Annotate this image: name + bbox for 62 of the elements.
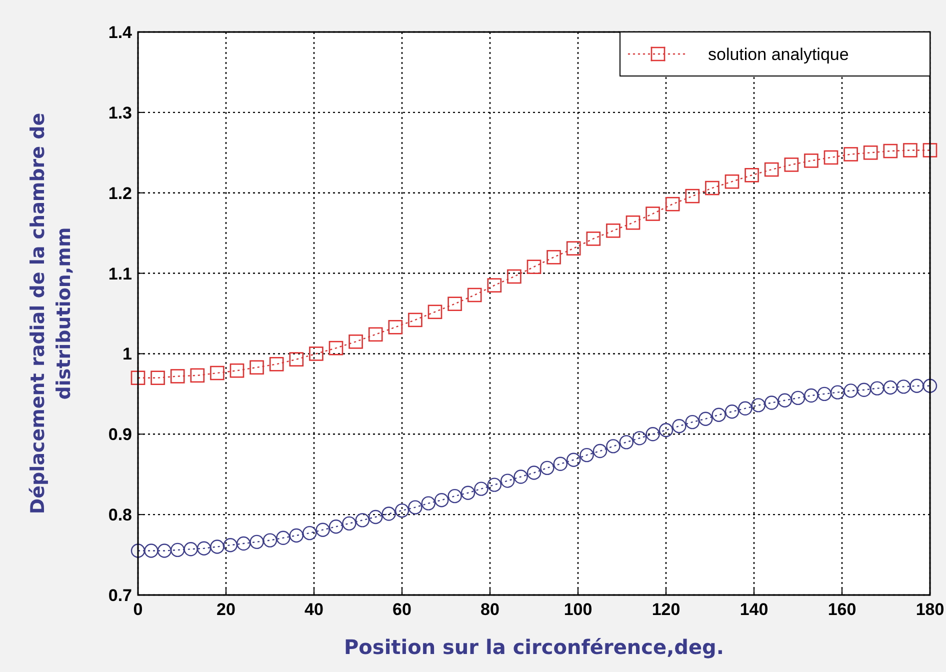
point	[744, 168, 759, 182]
point	[250, 360, 264, 375]
point	[626, 215, 640, 230]
point	[606, 224, 620, 238]
x-tick-label: 160	[828, 600, 856, 619]
x-axis-title: Position sur la circonférence,deg.	[344, 635, 724, 659]
x-tick-label: 140	[740, 600, 768, 619]
point	[507, 269, 522, 284]
legend-label: solution analytique	[708, 45, 849, 64]
point	[922, 143, 938, 158]
point	[705, 180, 720, 196]
y-tick-label: 0.9	[108, 425, 132, 444]
x-tick-label: 180	[916, 600, 944, 619]
point	[764, 162, 779, 177]
y-tick-label: 1.4	[108, 23, 133, 42]
point	[863, 145, 878, 160]
x-tick-label: 40	[304, 600, 324, 619]
point	[289, 352, 304, 366]
point	[309, 346, 324, 361]
point	[883, 144, 898, 158]
point	[328, 340, 344, 356]
point	[448, 296, 462, 311]
point	[804, 154, 818, 168]
point	[408, 312, 422, 328]
point	[130, 370, 146, 385]
y-axis-title: Déplacement radial de la chambre de distribution,mm	[27, 112, 75, 514]
point	[388, 320, 403, 334]
point	[546, 250, 561, 264]
point	[665, 196, 680, 212]
x-tick-label: 20	[216, 600, 236, 619]
point	[368, 327, 383, 342]
y-tick-label: 1.2	[108, 184, 132, 203]
point	[170, 369, 185, 384]
x-tick-label: 0	[133, 600, 143, 619]
point	[526, 260, 542, 274]
point	[210, 366, 224, 380]
x-tick-label: 120	[652, 600, 680, 619]
point	[467, 288, 482, 302]
x-tick-label: 80	[480, 600, 500, 619]
point	[685, 188, 700, 204]
point	[428, 304, 442, 320]
y-tick-label: 0.8	[108, 506, 132, 525]
point	[269, 357, 284, 372]
point	[190, 368, 205, 383]
point	[150, 370, 165, 385]
y-tick-label: 1	[122, 344, 132, 364]
point	[903, 143, 918, 158]
point	[348, 334, 363, 349]
point	[724, 174, 740, 189]
point	[566, 241, 581, 256]
y-tick-label: 1.1	[108, 264, 132, 284]
y-tick-label: 1.3	[108, 103, 132, 122]
point	[844, 147, 858, 162]
x-tick-label: 100	[564, 600, 592, 619]
point	[230, 363, 244, 378]
point	[586, 232, 601, 246]
point	[487, 278, 502, 292]
y-tick-label: 0.7	[108, 586, 132, 605]
x-tick-label: 60	[392, 600, 412, 619]
point	[646, 206, 660, 221]
point	[824, 150, 838, 165]
point	[784, 158, 799, 172]
